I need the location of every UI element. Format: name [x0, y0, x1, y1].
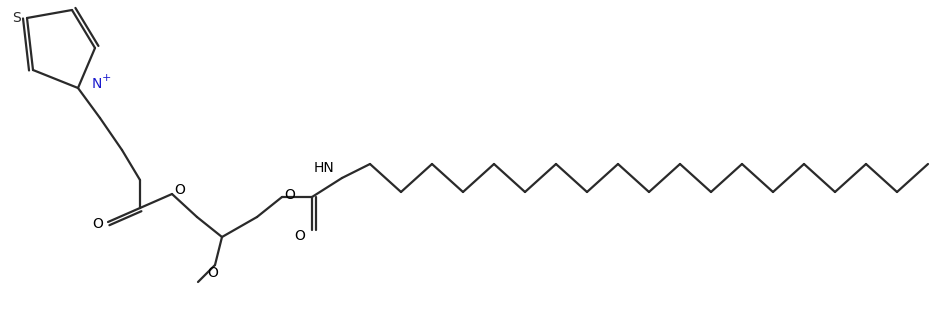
Text: O: O — [93, 217, 104, 231]
Text: O: O — [284, 188, 295, 202]
Text: HN: HN — [313, 161, 334, 175]
Text: O: O — [295, 229, 306, 243]
Text: N: N — [92, 77, 102, 91]
Text: +: + — [102, 73, 111, 83]
Text: S: S — [12, 11, 21, 25]
Text: O: O — [208, 266, 219, 280]
Text: O: O — [175, 183, 185, 197]
